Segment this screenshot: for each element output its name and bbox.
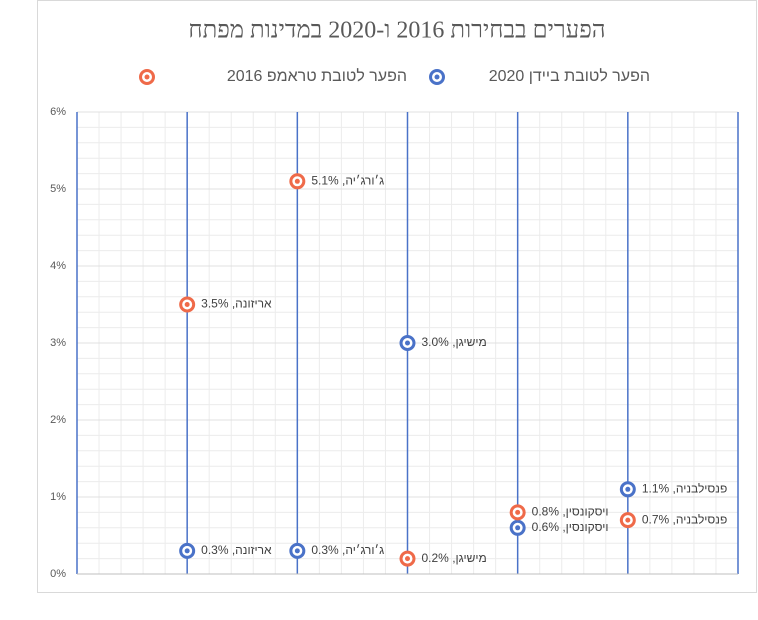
y-tick-label: 0% bbox=[50, 568, 66, 580]
marker-dot bbox=[625, 486, 631, 492]
marker-dot bbox=[184, 548, 190, 554]
data-label: ויסקונסין, 0.6% bbox=[532, 520, 609, 534]
marker-dot bbox=[405, 340, 410, 346]
data-label: ויסקונסין, 0.8% bbox=[532, 505, 609, 519]
data-label: אריזונה, 0.3% bbox=[201, 543, 272, 557]
y-tick-label: 5% bbox=[50, 183, 66, 195]
marker-dot bbox=[434, 74, 440, 80]
y-tick-label: 3% bbox=[50, 337, 66, 349]
legend-label: הפער לטובת טראמפ 2016 bbox=[227, 67, 407, 85]
marker-dot bbox=[625, 517, 631, 523]
data-label: ג׳ורג׳יה, 5.1% bbox=[311, 173, 384, 187]
chart-title: הפערים בבחירות 2016 ו-2020 במדינות מפתח bbox=[188, 18, 605, 44]
marker-dot bbox=[515, 525, 521, 531]
y-tick-label: 2% bbox=[50, 414, 66, 426]
marker-dot bbox=[184, 302, 190, 307]
data-label: פנסילבניה, 0.7% bbox=[642, 512, 727, 526]
marker-dot bbox=[515, 509, 521, 515]
data-label: פנסילבניה, 1.1% bbox=[642, 481, 727, 495]
legend-label: הפער לטובת ביידן 2020 bbox=[489, 67, 650, 85]
y-tick-label: 1% bbox=[50, 491, 66, 503]
marker-dot bbox=[144, 74, 150, 80]
marker-dot bbox=[294, 178, 300, 184]
data-label: מישיגן, 0.2% bbox=[422, 551, 487, 565]
data-label: אריזונה, 3.5% bbox=[201, 297, 272, 311]
marker-dot bbox=[405, 556, 410, 562]
marker-dot bbox=[294, 548, 300, 554]
data-label: מישיגן, 3.0% bbox=[422, 335, 487, 349]
y-tick-label: 4% bbox=[50, 260, 66, 272]
y-tick-label: 6% bbox=[50, 106, 66, 118]
data-label: ג׳ורג׳יה, 0.3% bbox=[311, 543, 384, 557]
